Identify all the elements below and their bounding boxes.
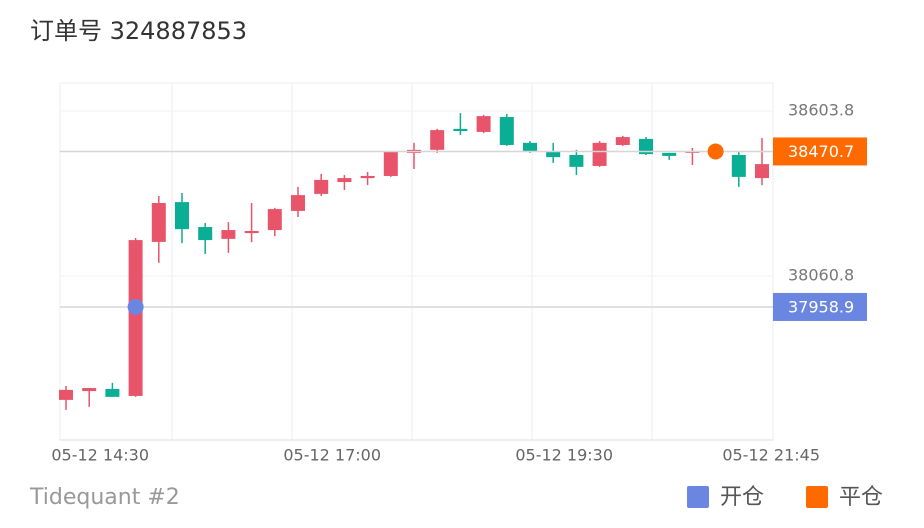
- legend-label: 平仓: [839, 485, 883, 510]
- price-tag: [773, 137, 867, 166]
- trade-dot: [707, 143, 724, 160]
- candle-body: [755, 164, 769, 179]
- candle-body: [59, 389, 73, 400]
- x-tick-label: 05-12 14:30: [51, 446, 149, 465]
- candle-body: [499, 117, 514, 145]
- candle-body: [151, 203, 166, 242]
- candle-body: [175, 202, 189, 230]
- candle-body: [82, 388, 97, 392]
- candle-body: [523, 142, 537, 152]
- x-tick-label: 05-12 17:00: [283, 446, 381, 465]
- candle-body: [383, 151, 398, 176]
- candle-body: [244, 230, 259, 234]
- legend-label: 开仓: [720, 485, 764, 510]
- grid-frame: [59, 82, 774, 441]
- candle-body: [592, 142, 607, 166]
- candle-body: [476, 116, 491, 132]
- candle-body: [453, 128, 468, 132]
- candle-body: [569, 155, 584, 167]
- candle-body: [267, 209, 282, 231]
- footer: Tidequant #2: [29, 485, 180, 510]
- candle-body: [128, 240, 143, 396]
- x-tick-label: 05-12 19:30: [515, 446, 613, 465]
- candle-body: [198, 227, 213, 241]
- trade-dot: [127, 298, 144, 315]
- x-tick-label: 05-12 21:45: [722, 446, 820, 465]
- candle-body: [662, 152, 677, 156]
- candle-body: [291, 195, 305, 211]
- price-tag: [773, 292, 867, 321]
- candle-body: [105, 388, 120, 397]
- candle-body: [360, 175, 375, 179]
- y-tick-label: 38603.8: [788, 101, 854, 120]
- candle-body: [314, 179, 329, 194]
- legend-swatch: [806, 486, 828, 508]
- candle-body: [615, 137, 630, 145]
- candle-body: [430, 130, 445, 150]
- y-tick-label: 38060.8: [788, 265, 854, 284]
- chart-title: 订单号 324887853: [30, 17, 247, 45]
- candle-body: [731, 155, 746, 177]
- candle-body: [337, 178, 352, 183]
- candle-body: [221, 230, 236, 239]
- legend-swatch: [687, 486, 709, 508]
- candle-body: [639, 138, 653, 155]
- price-tag-label: 38470.7: [788, 142, 854, 161]
- price-tag-label: 37958.9: [788, 297, 854, 316]
- candle-body: [546, 151, 561, 158]
